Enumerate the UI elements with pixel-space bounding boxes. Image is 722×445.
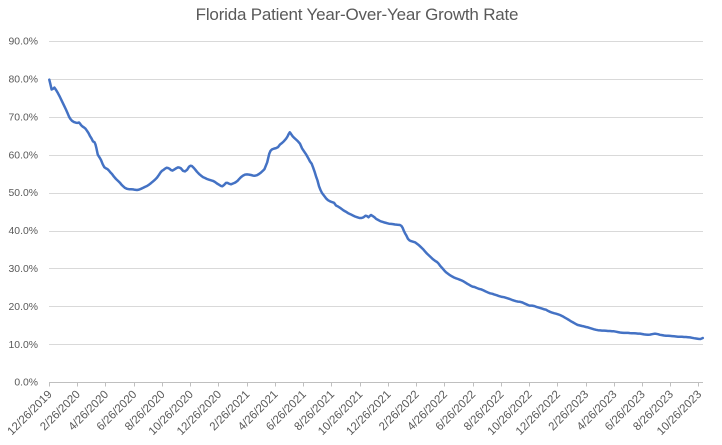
- svg-text:90.0%: 90.0%: [9, 37, 38, 48]
- svg-text:70.0%: 70.0%: [9, 112, 38, 123]
- svg-text:50.0%: 50.0%: [9, 188, 38, 199]
- svg-text:40.0%: 40.0%: [9, 226, 38, 237]
- svg-text:30.0%: 30.0%: [9, 264, 38, 275]
- svg-text:60.0%: 60.0%: [9, 150, 38, 161]
- svg-text:10.0%: 10.0%: [9, 340, 38, 351]
- svg-text:Florida Patient Year-Over-Year: Florida Patient Year-Over-Year Growth Ra…: [196, 5, 519, 24]
- svg-text:0.0%: 0.0%: [14, 378, 38, 389]
- svg-text:20.0%: 20.0%: [9, 302, 38, 313]
- svg-text:80.0%: 80.0%: [9, 75, 38, 86]
